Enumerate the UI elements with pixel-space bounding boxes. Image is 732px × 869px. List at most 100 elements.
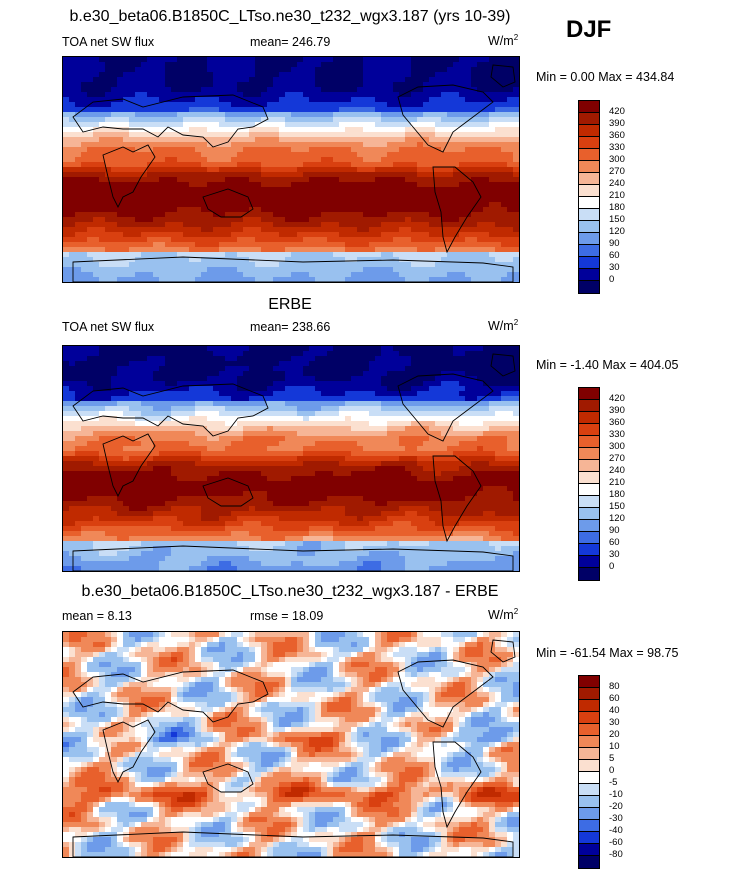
map-cell <box>501 242 508 248</box>
map-cell <box>123 157 130 163</box>
map-cell <box>195 72 202 78</box>
map-cell <box>207 386 214 392</box>
map-cell <box>117 122 124 128</box>
map-cell <box>435 351 442 357</box>
map-cell <box>177 436 184 442</box>
map-cell <box>417 92 424 98</box>
map-cell <box>345 57 352 63</box>
map-cell <box>477 77 484 83</box>
map-cell <box>423 67 430 73</box>
map-cell <box>471 142 478 148</box>
map-cell <box>189 252 196 258</box>
map-cell <box>147 252 154 258</box>
map-cell <box>195 137 202 143</box>
map-cell <box>195 142 202 148</box>
map-cell <box>267 107 274 113</box>
map-cell <box>111 207 118 213</box>
map-cell <box>81 277 88 282</box>
map-cell <box>465 426 472 432</box>
map-cell <box>375 371 382 377</box>
map-cell <box>303 102 310 108</box>
map-cell <box>207 396 214 402</box>
map-cell <box>447 127 454 133</box>
map-cell <box>75 117 82 123</box>
map-cell <box>321 127 328 133</box>
map-cell <box>261 102 268 108</box>
map-cell <box>165 67 172 73</box>
map-cell <box>213 361 220 367</box>
map-cell <box>351 436 358 442</box>
map-cell <box>147 202 154 208</box>
map-cell <box>513 187 519 193</box>
map-cell <box>351 187 358 193</box>
map-cell <box>249 366 256 372</box>
map-cell <box>411 267 418 273</box>
map-cell <box>207 62 214 68</box>
map-cell <box>183 227 190 233</box>
panel2-mean-label: mean= 238.66 <box>250 320 331 334</box>
map-cell <box>399 401 406 407</box>
map-cell <box>441 237 448 243</box>
map-cell <box>489 346 496 352</box>
map-cell <box>435 177 442 183</box>
map-cell <box>69 192 76 198</box>
map-cell <box>495 137 502 143</box>
map-cell <box>141 217 148 223</box>
map-cell <box>177 207 184 213</box>
map-cell <box>201 247 208 253</box>
map-cell <box>69 366 76 372</box>
map-cell <box>435 107 442 113</box>
map-cell <box>201 416 208 422</box>
map-cell <box>339 436 346 442</box>
map-cell <box>333 386 340 392</box>
map-cell <box>129 262 136 268</box>
map-cell <box>123 242 130 248</box>
map-cell <box>375 172 382 178</box>
map-cell <box>417 172 424 178</box>
map-cell <box>219 386 226 392</box>
map-cell <box>369 396 376 402</box>
map-cell <box>153 92 160 98</box>
map-cell <box>471 262 478 268</box>
map-cell <box>195 351 202 357</box>
map-cell <box>471 172 478 178</box>
map-cell <box>435 62 442 68</box>
map-cell <box>483 77 490 83</box>
map-cell <box>69 112 76 118</box>
map-cell <box>297 177 304 183</box>
map-cell <box>93 411 100 417</box>
map-cell <box>309 157 316 163</box>
map-cell <box>87 207 94 213</box>
map-cell <box>465 242 472 248</box>
map-cell <box>177 262 184 268</box>
map-cell <box>381 102 388 108</box>
map-cell <box>201 137 208 143</box>
map-cell <box>153 406 160 412</box>
map-cell <box>255 396 262 402</box>
map-cell <box>441 366 448 372</box>
map-cell <box>165 97 172 103</box>
map-cell <box>495 426 502 432</box>
map-cell <box>111 391 118 397</box>
map-cell <box>219 102 226 108</box>
map-cell <box>351 112 358 118</box>
map-cell <box>375 386 382 392</box>
map-cell <box>183 386 190 392</box>
map-cell <box>297 227 304 233</box>
map-cell <box>471 426 478 432</box>
map-cell <box>285 351 292 357</box>
map-cell <box>399 361 406 367</box>
map-cell <box>375 356 382 362</box>
map-cell <box>189 207 196 213</box>
map-cell <box>303 441 310 447</box>
map-cell <box>105 411 112 417</box>
map-cell <box>69 351 76 357</box>
map-cell <box>225 351 232 357</box>
map-cell <box>243 252 250 258</box>
map-cell <box>87 197 94 203</box>
map-cell <box>273 346 280 352</box>
map-cell <box>111 426 118 432</box>
map-cell <box>183 122 190 128</box>
map-cell <box>93 117 100 123</box>
map-cell <box>339 122 346 128</box>
